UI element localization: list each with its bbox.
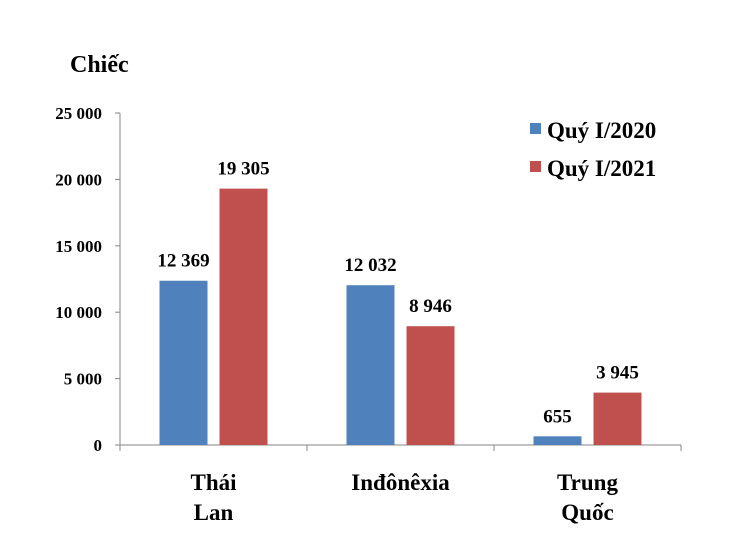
y-tick-label: 5 000	[64, 370, 102, 389]
axes: 0 5 000 10 000 15 000 20 000 25 000 Thái Lan Inđ…	[55, 104, 682, 525]
data-label: 12 369	[157, 251, 209, 272]
bar-2020	[159, 280, 208, 445]
bar-2020	[346, 285, 395, 445]
legend: Quý I/2020 Quý I/2021	[530, 118, 656, 181]
y-tick-label: 0	[94, 436, 103, 455]
bar-2021	[219, 188, 268, 446]
x-tick-label: Quốc	[561, 500, 613, 525]
y-axis-label: Chiếc	[70, 52, 129, 78]
data-label: 19 305	[217, 159, 269, 180]
data-label: 12 032	[344, 255, 396, 276]
y-tick-label: 10 000	[55, 303, 102, 322]
data-label: 3 945	[596, 363, 639, 384]
bars: 12 369 12 032 655 19 305 8 946 3 945	[157, 159, 642, 446]
bar-2020	[533, 436, 582, 445]
y-tick-label: 20 000	[55, 170, 102, 189]
x-tick-label: Inđônêxia	[351, 470, 450, 495]
x-tick-label: Lan	[194, 500, 234, 525]
legend-label: Quý I/2021	[547, 156, 656, 181]
x-tick-label: Thái	[190, 470, 237, 495]
y-tick-label: 15 000	[55, 237, 102, 256]
x-tick-label: Trung	[557, 470, 618, 495]
data-label: 655	[543, 406, 572, 427]
legend-swatch	[530, 161, 541, 172]
data-label: 8 946	[409, 296, 452, 317]
bar-2021	[593, 392, 642, 445]
legend-label: Quý I/2020	[547, 118, 656, 143]
bar-2021	[406, 326, 455, 445]
legend-swatch	[530, 123, 541, 134]
y-tick-label: 25 000	[55, 104, 102, 123]
